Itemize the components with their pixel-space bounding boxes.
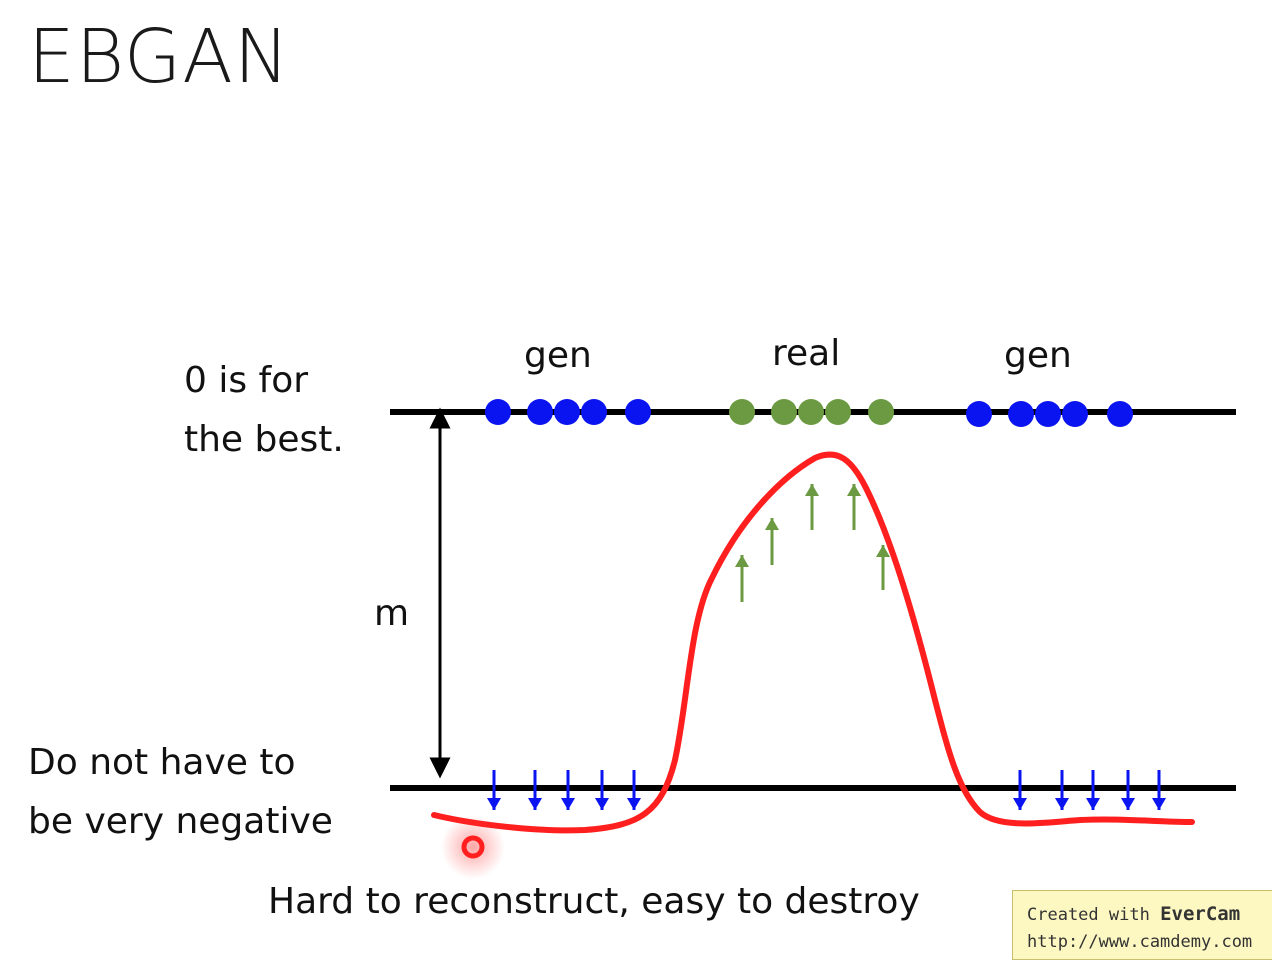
gen-points-left xyxy=(485,399,651,425)
down-arrow-icon xyxy=(1121,798,1135,810)
gen-point xyxy=(625,399,651,425)
down-arrow-icon xyxy=(528,798,542,810)
watermark-badge: Created with EverCam http://www.camdemy.… xyxy=(1012,890,1272,960)
down-arrow-icon xyxy=(1055,798,1069,810)
real-label: real xyxy=(772,333,841,374)
gen-label-right: gen xyxy=(1004,335,1072,376)
gen-point xyxy=(1107,401,1133,427)
watermark-url: http://www.camdemy.com xyxy=(1027,932,1253,952)
best-note-line1: 0 is for xyxy=(184,360,309,401)
watermark-brand: EverCam xyxy=(1160,903,1241,925)
gen-points-right xyxy=(966,401,1133,427)
watermark-prefix: Created with xyxy=(1027,905,1161,925)
down-arrow-icon xyxy=(1013,798,1027,810)
gen-point xyxy=(1062,401,1088,427)
negative-note-line2: be very negative xyxy=(28,801,333,842)
up-arrow-icon xyxy=(805,484,819,496)
negative-note-line1: Do not have to xyxy=(28,742,296,783)
best-note-line2: the best. xyxy=(184,419,344,460)
real-point xyxy=(729,399,755,425)
down-arrow-icon xyxy=(1152,798,1166,810)
down-arrow-icon xyxy=(561,798,575,810)
margin-label: m xyxy=(374,593,410,634)
gen-point xyxy=(1035,401,1061,427)
gen-point xyxy=(554,399,580,425)
page-title: EBGAN xyxy=(28,14,291,100)
up-arrow-icon xyxy=(765,518,779,530)
real-point xyxy=(868,399,894,425)
down-arrow-icon xyxy=(1086,798,1100,810)
up-arrow-icon xyxy=(735,555,749,567)
gen-point xyxy=(966,401,992,427)
energy-curve xyxy=(431,451,1195,834)
circle-marker-icon xyxy=(441,815,505,879)
gen-point xyxy=(581,399,607,425)
down-arrow-icon xyxy=(487,798,501,810)
down-arrow-icon xyxy=(595,798,609,810)
real-point xyxy=(798,399,824,425)
up-arrow-icon xyxy=(847,484,861,496)
up-arrow-icon xyxy=(876,545,890,557)
down-arrow-icon xyxy=(627,798,641,810)
gen-point xyxy=(1008,401,1034,427)
push-down-arrows xyxy=(487,770,1166,810)
caption: Hard to reconstruct, easy to destroy xyxy=(268,881,920,922)
real-points xyxy=(729,399,894,425)
circle-marker-ring xyxy=(461,835,485,859)
gen-point xyxy=(485,399,511,425)
gen-point xyxy=(527,399,553,425)
real-point xyxy=(825,399,851,425)
gen-label-left: gen xyxy=(524,335,592,376)
push-up-arrows xyxy=(735,484,890,602)
real-point xyxy=(771,399,797,425)
